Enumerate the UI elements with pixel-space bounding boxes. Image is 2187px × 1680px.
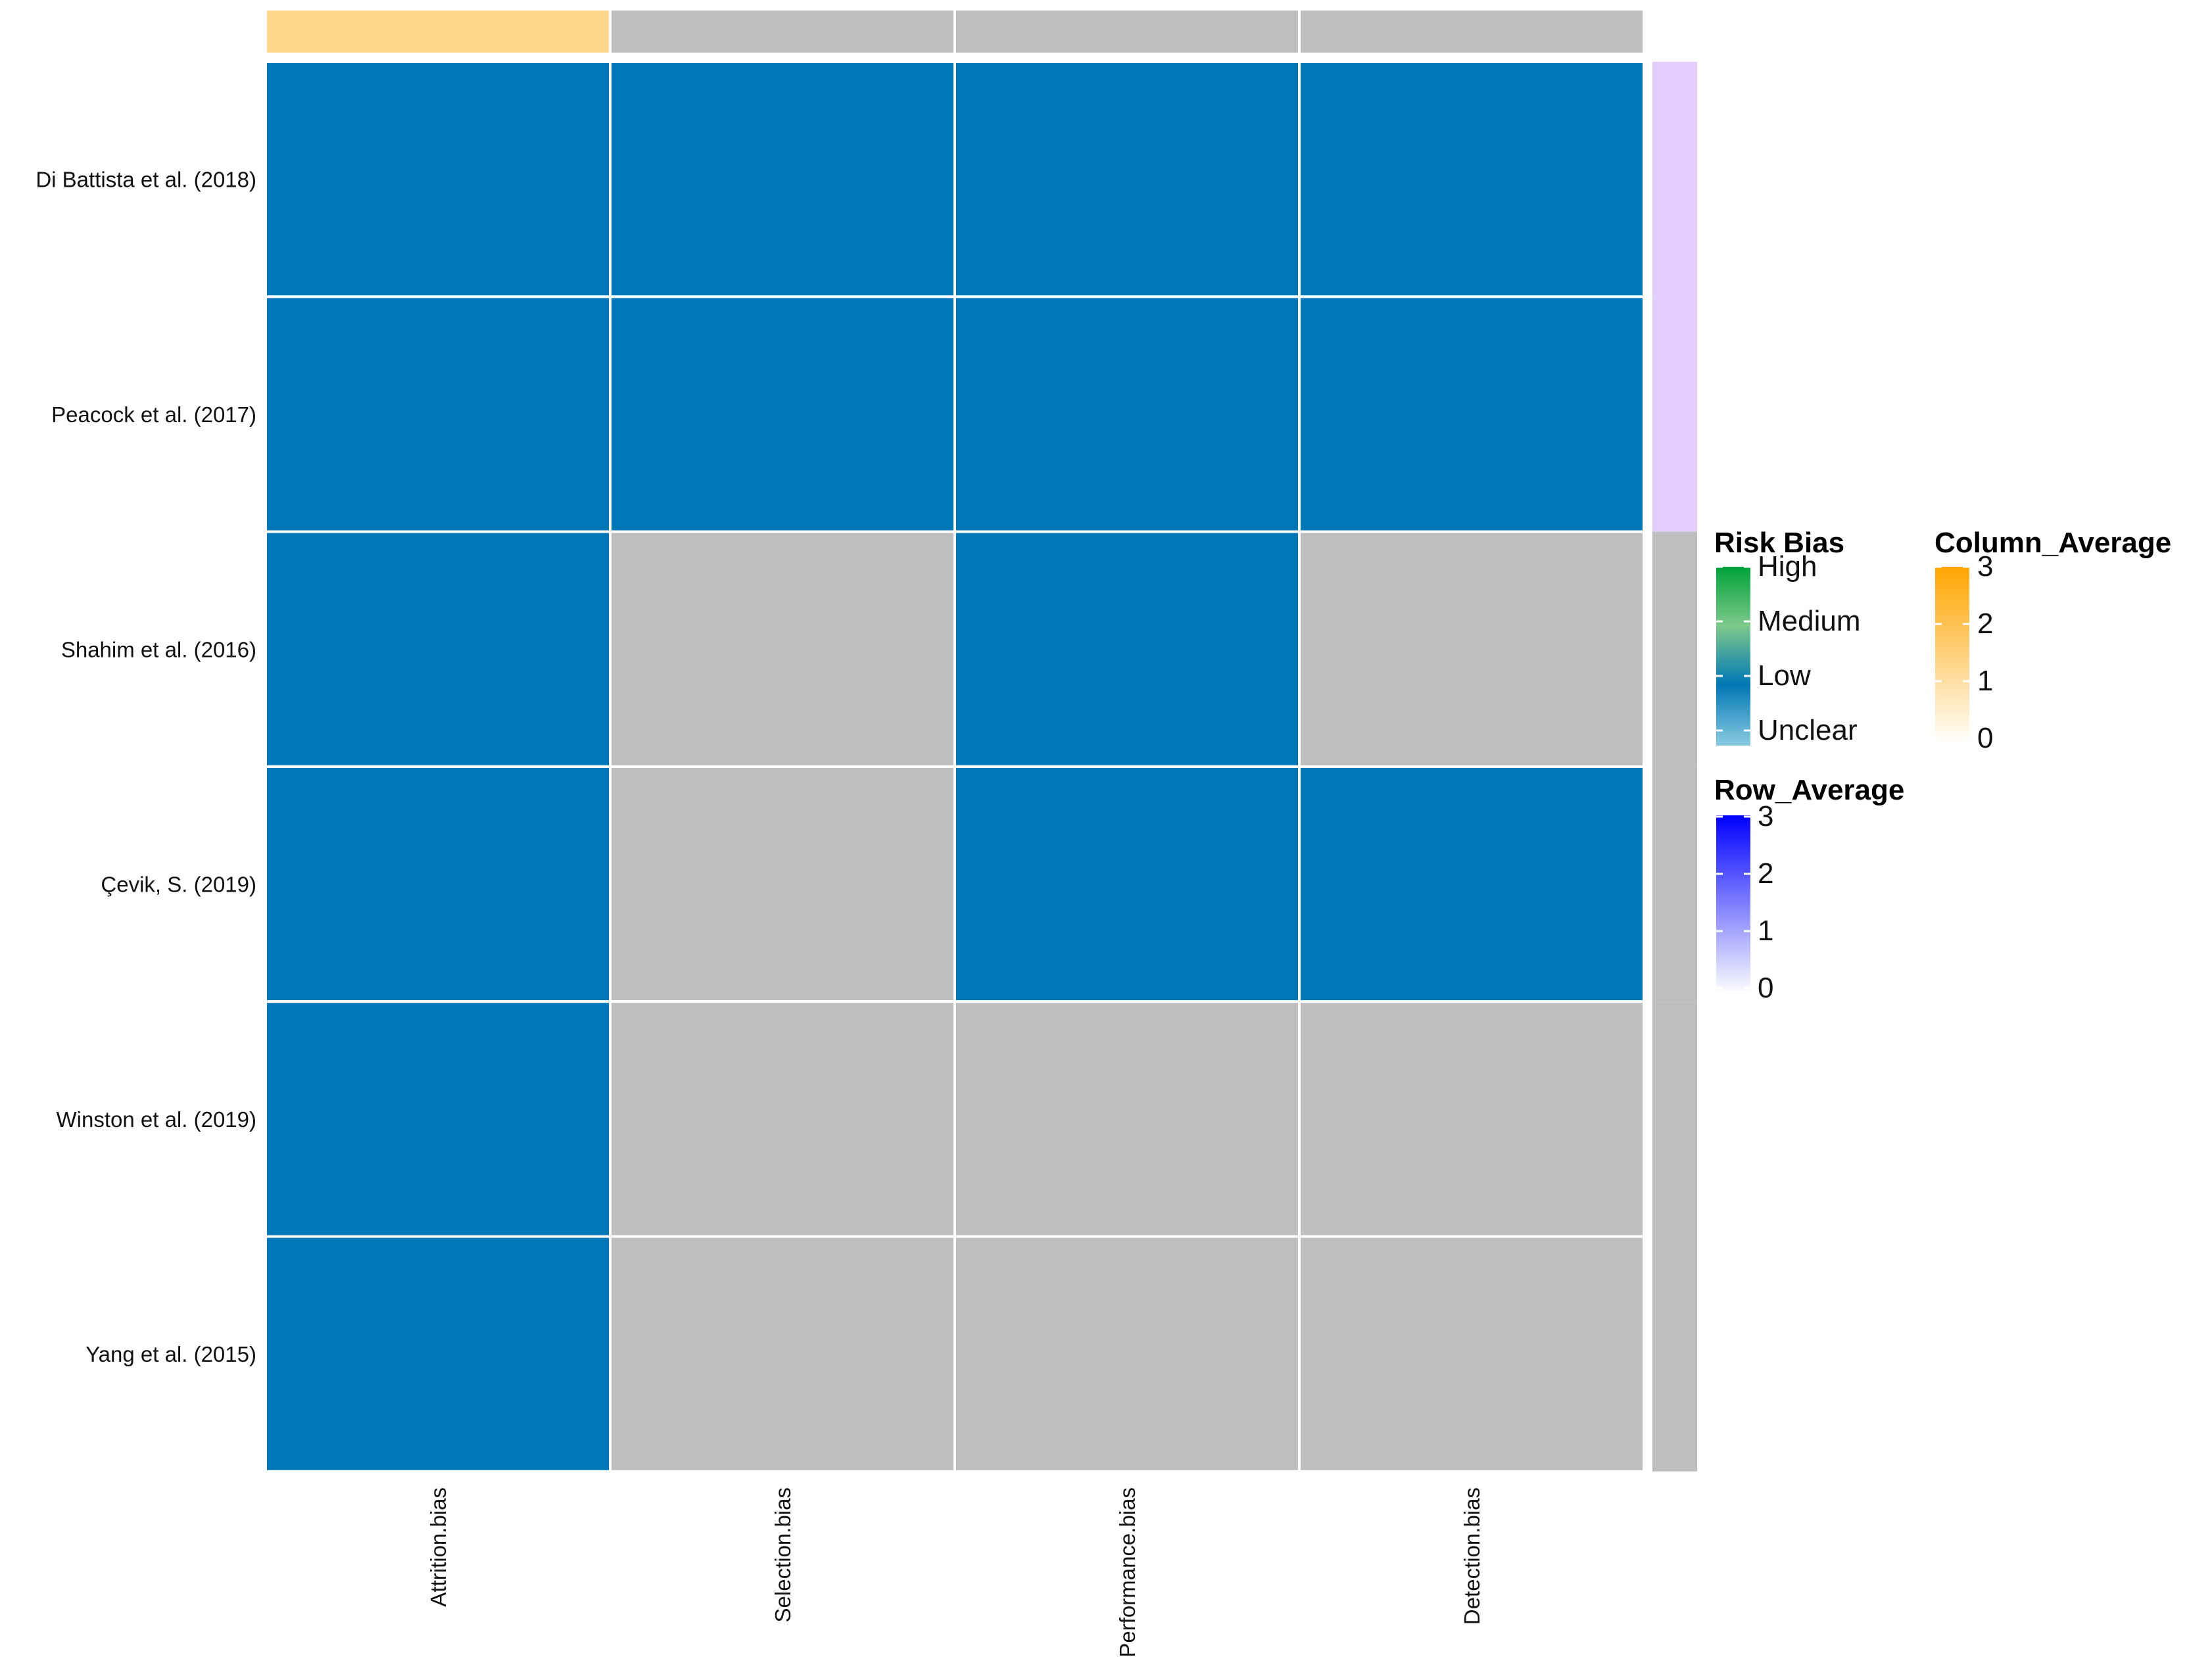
heatmap-cell-r3-c3 — [953, 530, 1301, 768]
heatmap-cell-r1-c3 — [953, 60, 1301, 299]
column-label: Selection.bias — [771, 1487, 795, 1622]
legend-title: Risk Bias — [1714, 527, 1844, 559]
column-average-cell-3 — [953, 8, 1301, 55]
legend-label: 3 — [1977, 550, 1993, 583]
heatmap-cell-r6-c3 — [953, 1235, 1301, 1473]
heatmap-cell-r6-c4 — [1298, 1235, 1645, 1473]
heatmap-cell-r4-c4 — [1298, 765, 1645, 1003]
heatmap-cells — [264, 60, 1645, 1473]
legend-label: 2 — [1758, 857, 1773, 890]
heatmap-cell-r5-c2 — [609, 1000, 956, 1238]
heatmap-cell-r5-c3 — [953, 1000, 1301, 1238]
heatmap-cell-r3-c1 — [264, 530, 612, 768]
row-average-annotation — [1652, 62, 1697, 1472]
heatmap-cell-r5-c1 — [264, 1000, 612, 1238]
heatmap-cell-r6-c1 — [264, 1235, 612, 1473]
row-average-cell-3 — [1652, 531, 1697, 767]
row-average-cell-6 — [1652, 1236, 1697, 1472]
legend-colorbar — [1716, 567, 1750, 746]
heatmap-cell-r5-c4 — [1298, 1000, 1645, 1238]
heatmap-cell-r4-c2 — [609, 765, 956, 1003]
row-label: Çevik, S. (2019) — [101, 873, 256, 897]
row-label: Winston et al. (2019) — [57, 1107, 256, 1132]
column-labels: Attrition.bias Selection.bias Performance.… — [426, 1487, 1484, 1658]
heatmap-cell-r3-c4 — [1298, 530, 1645, 768]
row-label: Peacock et al. (2017) — [51, 402, 256, 427]
row-labels: Di Battista et al. (2018) Peacock et al. … — [36, 168, 256, 1366]
heatmap-cell-r4-c1 — [264, 765, 612, 1003]
heatmap-cell-r2-c3 — [953, 295, 1301, 533]
heatmap-cell-r6-c2 — [609, 1235, 956, 1473]
column-label: Detection.bias — [1460, 1487, 1484, 1625]
heatmap-cell-r2-c2 — [609, 295, 956, 533]
heatmap-cell-r1-c2 — [609, 60, 956, 299]
column-label: Performance.bias — [1115, 1487, 1140, 1658]
legend-label: 2 — [1977, 608, 1993, 640]
legend-colorbar — [1716, 815, 1750, 994]
legend-title: Column_Average — [1935, 527, 2171, 559]
legend-title: Row_Average — [1714, 774, 1904, 806]
heatmap-cell-r3-c2 — [609, 530, 956, 768]
row-average-cell-1 — [1652, 62, 1697, 297]
column-average-cell-4 — [1298, 8, 1645, 55]
legend-label: Medium — [1758, 605, 1861, 637]
row-average-cell-4 — [1652, 766, 1697, 1002]
legend-label: 3 — [1758, 800, 1773, 832]
legend-colorbar — [1935, 567, 1969, 746]
legend-label: Unclear — [1758, 714, 1858, 746]
legend-label: 1 — [1758, 915, 1773, 947]
row-label: Di Battista et al. (2018) — [36, 168, 256, 192]
heatmap-cell-r2-c1 — [264, 295, 612, 533]
legend-label: Low — [1758, 660, 1811, 692]
column-average-annotation — [264, 8, 1645, 55]
row-average-cell-2 — [1652, 297, 1697, 532]
heatmap-cell-r1-c1 — [264, 60, 612, 299]
legend-label: High — [1758, 550, 1817, 583]
heatmap-cell-r1-c4 — [1298, 60, 1645, 299]
heatmap-cell-r4-c3 — [953, 765, 1301, 1003]
legend-label: 0 — [1758, 972, 1773, 1004]
row-label: Yang et al. (2015) — [85, 1342, 256, 1366]
column-label: Attrition.bias — [426, 1487, 450, 1607]
row-average-cell-5 — [1652, 1001, 1697, 1237]
heatmap-cell-r2-c4 — [1298, 295, 1645, 533]
column-average-cell-1 — [264, 8, 612, 55]
column-average-cell-2 — [609, 8, 956, 55]
legend-label: 1 — [1977, 665, 1993, 697]
row-label: Shahim et al. (2016) — [61, 637, 256, 661]
legend-label: 0 — [1977, 722, 1993, 754]
